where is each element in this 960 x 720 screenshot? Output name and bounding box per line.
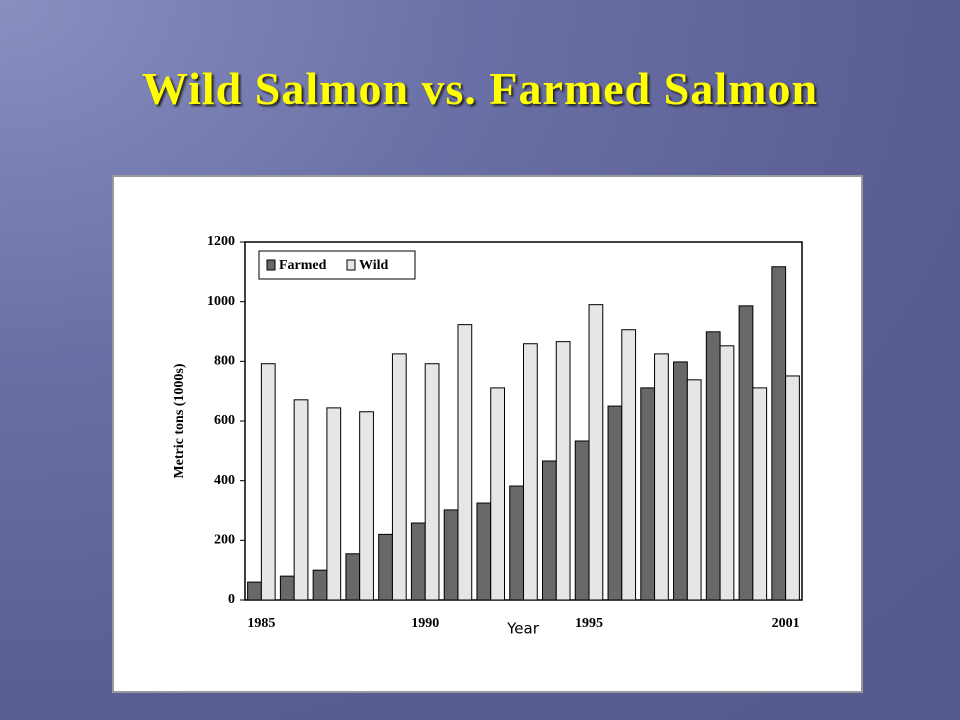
bar [490, 387, 505, 601]
y-tick-label: 0 [228, 592, 235, 607]
y-tick-label: 1000 [207, 294, 235, 309]
y-axis-label: Metric tons (1000s) [172, 363, 187, 478]
bar [509, 485, 525, 601]
x-tick-label: 2001 [772, 616, 800, 631]
bar [326, 407, 342, 601]
bar [654, 353, 669, 601]
bar [279, 575, 295, 601]
bar [673, 361, 688, 601]
y-tick-label: 800 [214, 354, 235, 369]
bar [523, 343, 538, 601]
bar [719, 345, 735, 601]
bar [359, 411, 374, 601]
bar [345, 553, 361, 601]
legend-swatch [346, 259, 356, 271]
x-tick-label: 1995 [575, 616, 603, 631]
legend-label: Wild [359, 258, 389, 273]
bar [686, 379, 702, 601]
bar [410, 522, 426, 601]
bar [555, 341, 571, 601]
bar [293, 399, 309, 601]
bar [260, 363, 276, 601]
bar [312, 569, 328, 601]
x-tick-label: 1990 [411, 616, 439, 631]
bar [378, 533, 393, 601]
x-tick-label: 1985 [247, 616, 275, 631]
bar [247, 581, 262, 601]
bar [574, 440, 590, 601]
bar [771, 266, 787, 601]
legend-box [258, 250, 416, 280]
bar [588, 304, 604, 601]
bar [738, 305, 754, 601]
bar [457, 324, 473, 601]
bar [391, 353, 407, 601]
bar [640, 387, 656, 601]
bar [705, 331, 721, 601]
bar [476, 502, 492, 601]
bar [621, 329, 637, 601]
bar [752, 387, 768, 601]
bar [607, 405, 623, 601]
y-tick-label: 1200 [207, 234, 235, 249]
bar [785, 375, 800, 601]
bar [424, 363, 440, 601]
x-axis-label: Year [506, 620, 540, 638]
slide-title: Wild Salmon vs. Farmed Salmon [141, 63, 819, 114]
bar [542, 460, 557, 601]
y-tick-label: 200 [214, 533, 235, 548]
bar [443, 509, 459, 601]
chart-panel [112, 175, 863, 693]
y-tick-label: 600 [214, 413, 235, 428]
y-tick-label: 400 [214, 473, 235, 488]
legend-swatch [266, 259, 276, 271]
legend-label: Farmed [279, 258, 327, 273]
